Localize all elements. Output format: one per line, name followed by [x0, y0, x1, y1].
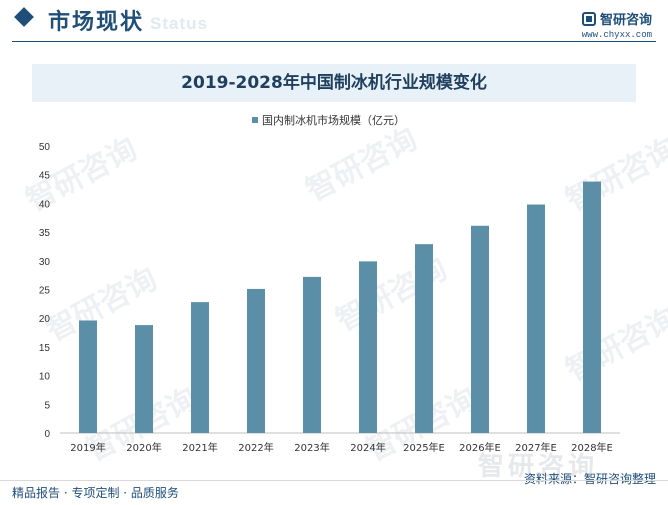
source-note: 资料来源：智研咨询整理: [523, 472, 656, 486]
y-tick-label: 50: [39, 142, 51, 153]
x-tick-label: 2025年E: [403, 441, 445, 454]
x-tick-label: 2028年E: [571, 441, 613, 454]
bar: [583, 181, 601, 433]
source-brand-watermark: 智研咨询: [478, 452, 599, 482]
brand-name: 智研咨询: [599, 13, 652, 28]
y-tick-label: 30: [39, 257, 51, 268]
bar: [415, 244, 433, 433]
bar: [527, 204, 545, 433]
y-tick-label: 20: [39, 314, 51, 325]
y-tick-label: 45: [39, 171, 51, 182]
section-subtitle: Status: [150, 14, 208, 33]
chart-title-band: 2019-2028年中国制冰机行业规模变化: [32, 64, 636, 102]
y-tick-label: 35: [39, 228, 51, 239]
x-tick-label: 2022年: [238, 441, 273, 454]
x-tick-label: 2026年E: [459, 441, 501, 454]
section-title: 市场现状: [48, 10, 145, 35]
y-tick-label: 25: [39, 286, 51, 297]
legend-swatch: [252, 117, 258, 123]
bar-chart: 国内制冰机市场规模（亿元） 0 5 10 15 20 25 30 35 40 45 50 2019年 20…: [39, 113, 620, 454]
y-tick-label: 15: [39, 343, 51, 354]
x-tick-label: 2027年E: [515, 441, 557, 454]
x-tick-label: 2020年: [126, 441, 161, 454]
footer-divider: [0, 480, 668, 481]
y-tick-label: 5: [44, 400, 50, 411]
x-tick-label: 2024年: [350, 441, 385, 454]
x-tick-label: 2021年: [182, 441, 217, 454]
y-tick-label: 10: [39, 372, 51, 383]
bar: [359, 261, 377, 433]
bar: [191, 302, 209, 433]
brand-url: www.chyxx.com: [581, 30, 652, 40]
chart-title: 2019-2028年中国制冰机行业规模变化: [181, 73, 487, 93]
brand-logo-icon: [581, 11, 596, 26]
footer-slogan: 精品报告 · 专项定制 · 品质服务: [12, 486, 179, 500]
section-header: 市场现状 Status 智研咨询 www.chyxx.com: [0, 0, 668, 44]
bar: [471, 225, 489, 433]
x-tick-label: 2023年: [294, 441, 329, 454]
brand-block: 智研咨询 www.chyxx.com: [582, 9, 652, 40]
bar: [135, 325, 153, 433]
legend-label: 国内制冰机市场规模（亿元）: [262, 113, 405, 127]
y-tick-label: 0: [44, 429, 50, 440]
bar: [303, 276, 321, 433]
x-tick-label: 2019年: [70, 441, 105, 454]
header-divider: [12, 41, 656, 42]
y-tick-label: 40: [39, 199, 51, 210]
bar: [247, 288, 265, 433]
bar: [79, 320, 97, 433]
